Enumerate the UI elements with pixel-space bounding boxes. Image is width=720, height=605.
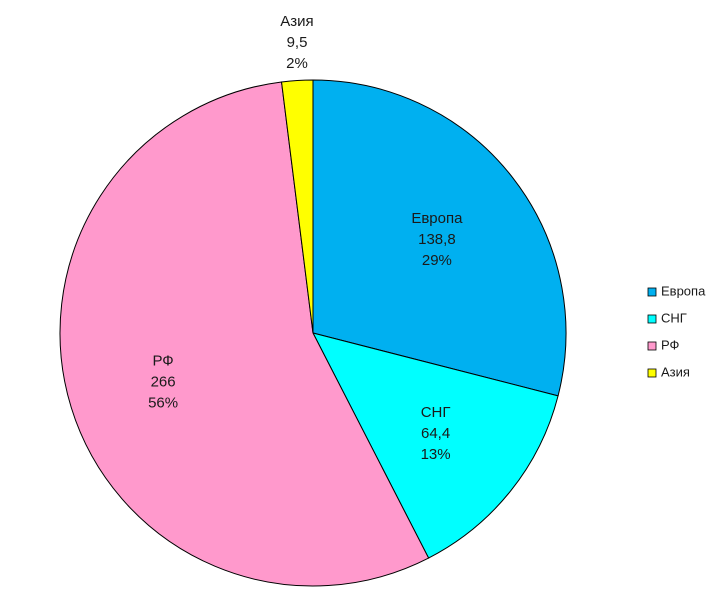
- slice-label-category-1: Европа: [411, 210, 463, 227]
- pie-slice-3: [59, 81, 430, 587]
- legend-swatch-1: [647, 287, 657, 297]
- slice-label-percent-4: 2%: [286, 55, 308, 72]
- slice-label-percent-1: 29%: [422, 252, 452, 269]
- legend-swatch-3: [647, 341, 657, 351]
- slice-label-value-2: 64,4: [421, 425, 450, 442]
- legend-label-4: Азия: [661, 364, 690, 379]
- legend: Европа СНГ РФ Азия: [647, 283, 706, 379]
- slice-label-percent-3: 56%: [148, 394, 178, 411]
- slice-label-category-3: РФ: [152, 352, 173, 369]
- pie-slice-4: [280, 79, 314, 334]
- slice-label-value-4: 9,5: [287, 34, 308, 51]
- slice-label-value-1: 138,8: [418, 231, 456, 248]
- legend-label-1: Европа: [661, 283, 706, 298]
- slice-labels: Европа 138,8 29% СНГ 64,4 13% РФ 266 56% Азия 9,5 2…: [148, 13, 463, 463]
- slice-label-percent-2: 13%: [421, 446, 451, 463]
- legend-swatch-2: [647, 314, 657, 324]
- legend-label-2: СНГ: [661, 310, 687, 325]
- slice-label-category-4: Азия: [280, 13, 313, 30]
- slice-label-category-2: СНГ: [421, 404, 451, 421]
- pie-slice-2: [312, 332, 559, 559]
- slice-label-value-3: 266: [151, 373, 176, 390]
- legend-label-3: РФ: [661, 337, 680, 352]
- legend-swatch-4: [647, 368, 657, 378]
- pie-slices: [59, 79, 567, 587]
- pie-slice-1: [312, 79, 567, 397]
